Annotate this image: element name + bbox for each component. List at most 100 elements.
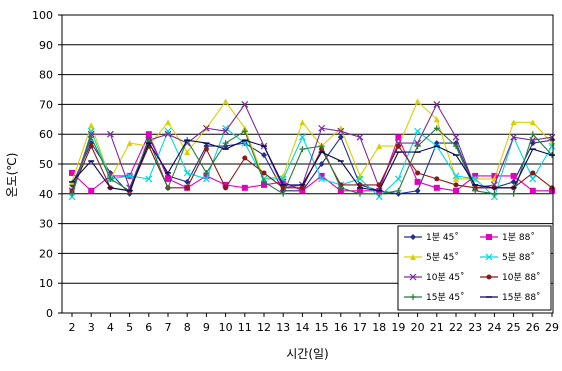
data-point [434, 176, 440, 182]
data-point [87, 127, 95, 135]
data-point [106, 130, 114, 138]
data-point [356, 175, 364, 183]
y-tick-labels: 0 10 20 30 40 50 60 70 80 90 100 [32, 9, 53, 320]
data-point [222, 98, 229, 105]
x-tick-label: 8 [184, 321, 191, 334]
legend-entry: 5분 88˚ [480, 252, 535, 263]
legend-swatch-marker [485, 253, 493, 261]
x-tick-label: 24 [487, 321, 501, 334]
y-tick-label: 80 [39, 69, 53, 82]
data-point [472, 187, 479, 194]
series-8 [69, 139, 555, 192]
x-tick-label: 13 [276, 321, 290, 334]
data-point [529, 131, 536, 138]
legend-swatch-marker [410, 234, 416, 240]
grid [58, 14, 553, 317]
data-point [510, 133, 518, 141]
data-point [88, 187, 95, 194]
data-point [299, 146, 306, 153]
x-tick-label: 29 [545, 321, 559, 334]
data-point [184, 185, 190, 191]
data-point [357, 190, 363, 197]
x-tick-label: 2 [69, 321, 76, 334]
data-point [415, 170, 421, 176]
legend-label: 15분 45˚ [426, 292, 465, 303]
data-point [318, 124, 326, 132]
x-tick-label: 19 [391, 321, 405, 334]
data-point [298, 133, 306, 141]
data-point [318, 143, 325, 150]
data-point [88, 143, 94, 149]
legend-swatch-marker [486, 234, 492, 240]
data-point [414, 143, 421, 150]
data-point [280, 190, 287, 197]
data-point [261, 170, 267, 176]
data-point [69, 169, 75, 176]
x-tick-label: 3 [88, 321, 95, 334]
y-tick-label: 60 [39, 128, 53, 141]
data-point [337, 134, 344, 141]
data-point [222, 181, 229, 188]
y-tick-label: 40 [39, 188, 53, 201]
plot-frame [61, 14, 554, 314]
data-point [548, 142, 556, 150]
data-point [376, 182, 382, 188]
data-point [318, 175, 326, 183]
data-point [453, 187, 459, 194]
data-point [529, 175, 537, 183]
data-point [318, 161, 325, 167]
data-point [165, 184, 171, 191]
x-tick-label: 25 [507, 321, 521, 334]
data-point [510, 190, 517, 197]
data-point [164, 127, 172, 135]
legend: 1분 45˚ 1분 88˚ 5분 45˚ 5분 88˚ 10분 45˚ 10분 88˚ 15… [397, 225, 552, 311]
y-tick-label: 30 [39, 218, 53, 231]
data-point [433, 116, 440, 123]
data-point [395, 134, 402, 141]
data-point [549, 185, 555, 191]
data-point [223, 185, 229, 191]
data-point [165, 119, 171, 126]
data-point [433, 140, 440, 147]
y-tick-label: 10 [39, 277, 53, 290]
legend-entry: 15분 88˚ [480, 292, 541, 303]
data-point [222, 140, 229, 147]
data-point [356, 133, 364, 141]
data-point [202, 124, 210, 132]
data-point [394, 175, 402, 183]
series-lines [68, 98, 556, 201]
data-point [261, 178, 267, 185]
data-point [376, 143, 383, 150]
legend-swatch-marker [486, 274, 492, 280]
data-point [452, 133, 460, 141]
data-point [280, 185, 286, 191]
data-point [529, 187, 536, 194]
x-tick-label: 11 [238, 321, 252, 334]
data-point [203, 169, 210, 176]
data-point [145, 175, 153, 183]
data-point [318, 172, 325, 179]
x-tick-label: 6 [145, 321, 152, 334]
y-axis-label: 온도(℃) [5, 153, 19, 198]
data-point [433, 184, 440, 191]
legend-label: 10분 45˚ [426, 272, 465, 283]
data-point [433, 100, 441, 108]
x-tick-label: 5 [126, 321, 133, 334]
data-point [395, 143, 401, 149]
data-point [222, 127, 230, 135]
series-line [71, 139, 553, 192]
data-point [510, 178, 517, 185]
data-point [202, 175, 210, 183]
legend-label: 5분 88˚ [502, 252, 535, 263]
x-tick-label: 10 [219, 321, 233, 334]
data-point [549, 187, 555, 194]
data-point [452, 172, 460, 180]
data-point [88, 122, 95, 129]
legend-entry: 5분 45˚ [404, 252, 459, 263]
data-point [414, 98, 421, 105]
data-point [183, 169, 191, 177]
x-axis-label: 시간(일) [286, 347, 328, 361]
data-point [453, 175, 459, 182]
